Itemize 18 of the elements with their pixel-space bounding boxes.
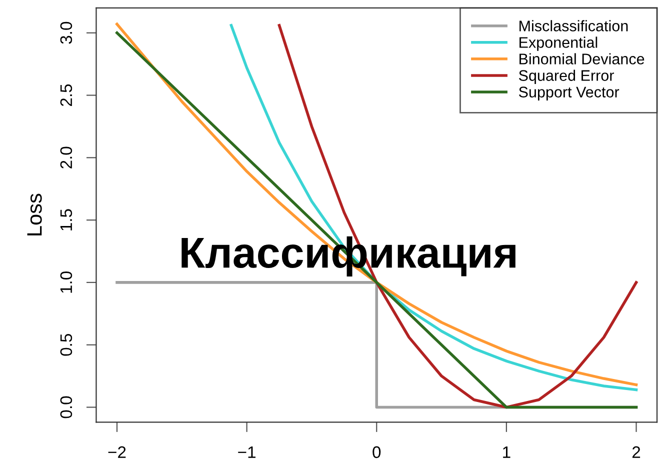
legend-label: Binomial Deviance [520, 53, 644, 64]
y-tick-label: 2.0 [60, 146, 72, 168]
y-tick-label: 1.5 [60, 209, 72, 230]
y-tick-label: 0.5 [60, 334, 72, 356]
legend-label: Misclassification [520, 20, 628, 32]
legend-label: Support Vector [518, 86, 620, 101]
y-tick-label: 2.5 [60, 84, 72, 106]
x-tick-label: 0 [372, 446, 381, 458]
y-tick-label: 1.0 [60, 272, 72, 293]
x-tick-label: 2 [632, 446, 640, 458]
x-tick-label: −2 [108, 446, 126, 458]
y-tick-label: 3.0 [60, 22, 72, 44]
y-axis-title: Loss [27, 194, 42, 236]
x-tick-label: 1 [503, 446, 510, 458]
x-tick-label: −1 [238, 446, 256, 458]
legend-label: Exponential [520, 36, 598, 51]
y-tick-label: 0.0 [60, 396, 72, 418]
legend-label: Squared Error [518, 70, 614, 84]
